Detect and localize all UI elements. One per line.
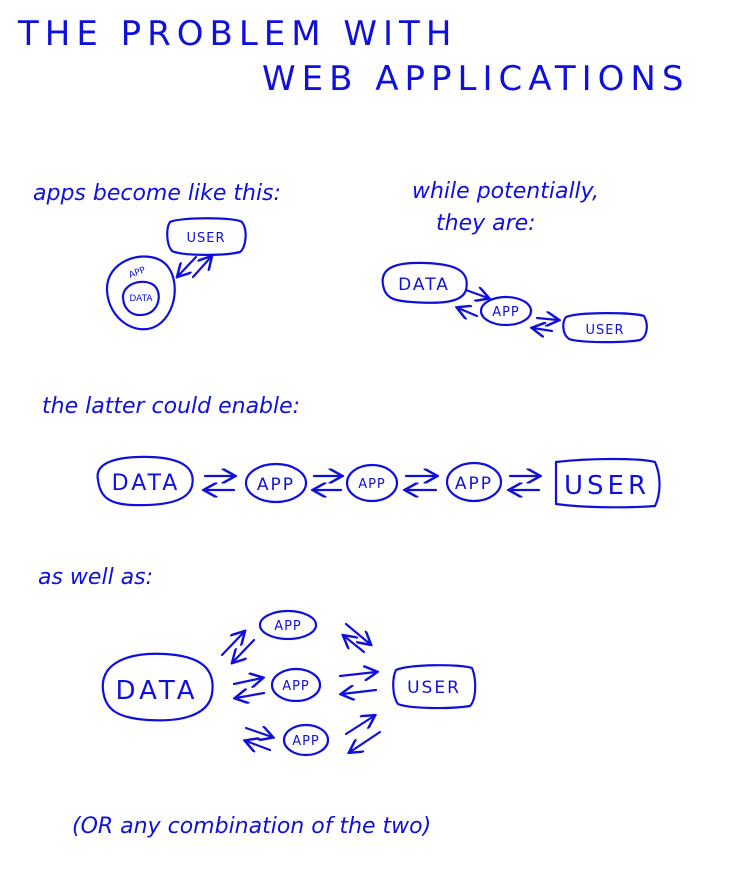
- section1-bidirectional-arrows: [178, 257, 211, 277]
- section4-arrows-app-mid-user: [340, 672, 376, 694]
- section1-nested-app-data: APP DATA: [105, 255, 176, 331]
- arrow-user-to-app: [178, 255, 198, 276]
- section2-data-node: DATA: [381, 261, 468, 304]
- section2-user-box: USER: [562, 312, 648, 344]
- section2-arrow-app-to-user: [535, 318, 558, 320]
- section3-app1-label: APP: [257, 475, 295, 495]
- section4-arrows-data-app-mid: [234, 678, 264, 698]
- section4-app-bottom-label: APP: [292, 734, 320, 749]
- section3-app3-node: APP: [445, 461, 503, 503]
- section1-caption: apps become like this:: [33, 181, 281, 206]
- section1-app-label: APP: [128, 265, 148, 280]
- section4-user-box: USER: [392, 664, 477, 710]
- section3-data-node: DATA: [96, 455, 194, 507]
- section3-data-label: DATA: [112, 471, 181, 496]
- section4-app-bottom-node: APP: [282, 723, 330, 757]
- footer-note: (OR any combination of the two): [72, 814, 431, 839]
- section4-arrows-data-app-top: [220, 632, 256, 662]
- section2-app-label: APP: [492, 305, 520, 320]
- section4-arrows-app-bottom-user: [344, 716, 382, 752]
- section4-app-top-label: APP: [274, 619, 302, 634]
- section1-data-inner-ellipse: [121, 280, 160, 317]
- section3-arrows-app3-user: [510, 476, 539, 490]
- section3-app2-label: APP: [358, 477, 386, 492]
- section3-caption: the latter could enable:: [42, 394, 300, 419]
- section2-arrow-app-to-data: [458, 308, 479, 316]
- section4-arrows-data-app-bottom: [246, 728, 272, 750]
- section3-user-label: USER: [564, 471, 650, 501]
- section2-data-label: DATA: [398, 275, 450, 295]
- section1-data-label: DATA: [129, 294, 153, 304]
- section3-app2-node: APP: [345, 463, 399, 503]
- section4-app-mid-node: APP: [270, 667, 322, 703]
- title-line-2: WEB APPLICATIONS: [262, 59, 689, 99]
- section1-user-box: USER: [166, 217, 247, 256]
- section2-app-node: APP: [479, 295, 533, 327]
- section4-data-node: DATA: [101, 652, 214, 722]
- section4-user-label: USER: [407, 678, 461, 698]
- section3-app1-node: APP: [244, 462, 308, 504]
- section2-caption-line-2: they are:: [436, 211, 536, 236]
- section3-arrows-data-app1: [205, 476, 234, 490]
- section3-arrows-app1-app2: [314, 476, 341, 490]
- section4-caption: as well as:: [38, 565, 153, 590]
- section3-app3-label: APP: [455, 474, 493, 494]
- section1-user-label: USER: [186, 231, 225, 246]
- section4-app-mid-label: APP: [282, 679, 310, 694]
- section2-arrow-user-to-app: [533, 328, 554, 331]
- section1-app-outer-ellipse: [105, 255, 176, 331]
- section2-user-label: USER: [585, 323, 624, 338]
- section4-arrows-app-top-user: [344, 622, 370, 654]
- section4-data-label: DATA: [116, 676, 199, 706]
- arrow-app-to-user: [191, 257, 211, 279]
- section3-arrows-app2-app3: [406, 476, 436, 490]
- section4-app-top-node: APP: [258, 609, 318, 641]
- section2-arrow-data-to-app: [464, 290, 488, 298]
- section2-caption-line-1: while potentially,: [412, 179, 599, 204]
- title-line-1: THE PROBLEM WITH: [17, 14, 457, 54]
- section3-user-box: USER: [554, 457, 661, 509]
